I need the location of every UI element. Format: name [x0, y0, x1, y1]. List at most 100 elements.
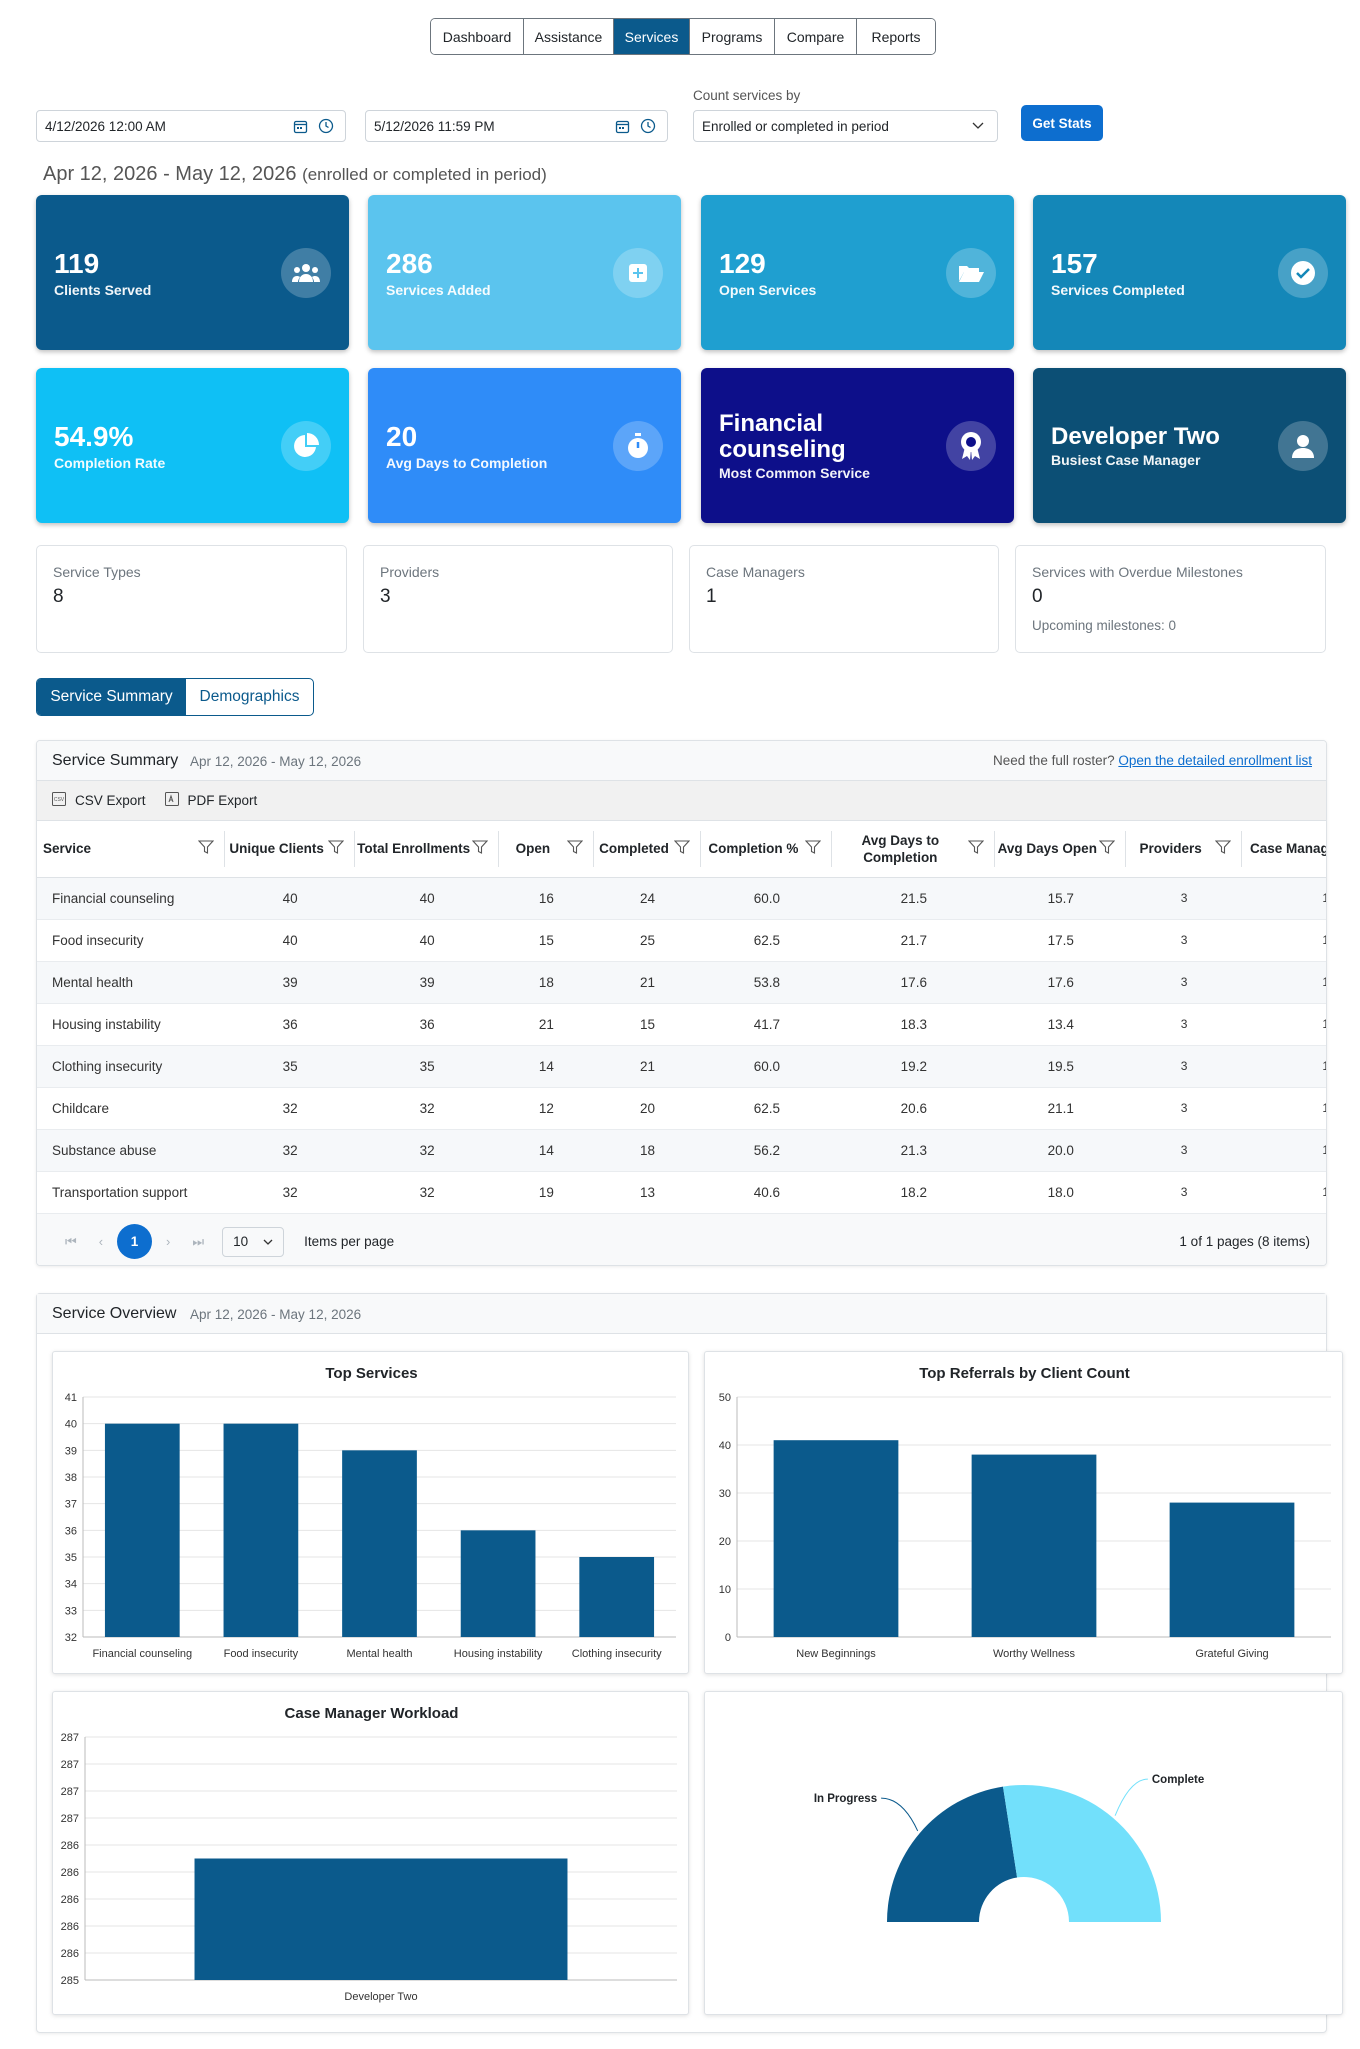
bar[interactable] [104, 1423, 180, 1637]
check-circle-icon [1278, 247, 1328, 298]
column-header[interactable]: Service [37, 821, 226, 878]
column-header[interactable]: Avg Days to Completion [832, 821, 996, 878]
tab-programs[interactable]: Programs [690, 19, 775, 54]
end-datetime-field[interactable]: 5/12/2026 11:59 PM [365, 110, 668, 142]
top-referrals-chart: Top Referrals by Client Count 0 10 20 30 40 50… [719, 1365, 1331, 1660]
table-cell: Food insecurity [37, 919, 226, 962]
table-row[interactable]: Financial counseling 40 40 16 24 60.0 21.5 15.7… [37, 877, 1326, 920]
toggle-service-summary[interactable]: Service Summary [37, 679, 186, 715]
stat-value: 3 [380, 586, 391, 607]
bar[interactable] [223, 1423, 299, 1637]
column-header[interactable]: Avg Days Open [995, 821, 1127, 878]
start-datetime-field[interactable]: 4/12/2026 12:00 AM [36, 110, 346, 142]
clock-icon[interactable] [637, 115, 659, 137]
donut-slice[interactable] [887, 1786, 1018, 1922]
table-cell: 62.5 [701, 1087, 833, 1130]
table-cell: Clothing insecurity [37, 1045, 226, 1088]
filter-icon[interactable] [674, 839, 691, 858]
bar[interactable] [1169, 1502, 1295, 1637]
table-cell: 1 [1242, 1087, 1326, 1130]
table-cell: 35 [355, 1045, 500, 1088]
table-cell: Substance abuse [37, 1129, 226, 1172]
tab-reports[interactable]: Reports [857, 19, 935, 54]
last-page-icon[interactable]: ⏭ [192, 1233, 205, 1249]
tab-assistance[interactable]: Assistance [524, 19, 614, 54]
donut-slice[interactable] [1002, 1785, 1161, 1922]
tab-dashboard[interactable]: Dashboard [431, 19, 524, 54]
csv-export-button[interactable]: CSV CSV Export [51, 791, 146, 810]
filter-icon[interactable] [1214, 839, 1232, 858]
table-cell: 1 [1242, 1003, 1326, 1046]
filter-icon[interactable] [1098, 839, 1116, 858]
column-header[interactable]: Open [499, 821, 594, 878]
column-header[interactable]: Case Manage [1242, 821, 1326, 878]
column-header[interactable]: Providers [1126, 821, 1242, 878]
tab-compare[interactable]: Compare [775, 19, 857, 54]
filter-icon[interactable] [805, 839, 822, 858]
calendar-icon[interactable] [611, 115, 633, 137]
y-tick-label: 40 [719, 1440, 731, 1452]
bar[interactable] [460, 1530, 536, 1637]
column-header-label: Providers [1139, 841, 1202, 857]
table-row[interactable]: Transportation support 32 32 19 13 40.6 18.2 18… [37, 1171, 1326, 1214]
stat-subtext: Upcoming milestones: 0 [1032, 618, 1177, 633]
column-header-label: Avg Days Open [997, 841, 1097, 857]
bar[interactable] [342, 1450, 417, 1637]
table-row[interactable]: Clothing insecurity 35 35 14 21 60.0 19.2 19.5 3… [37, 1045, 1326, 1088]
column-header[interactable]: Completed [593, 821, 702, 878]
filter-icon[interactable] [471, 839, 489, 858]
kpi-value: Developer Two [1051, 422, 1220, 450]
tab-services[interactable]: Services [614, 19, 690, 54]
x-tick-label: Food insecurity [224, 1648, 299, 1660]
roster-link[interactable]: Open the detailed enrollment list [1118, 753, 1312, 768]
kpi-card-most-common-service: Financial counseling Most Common Service [701, 368, 1014, 523]
first-page-icon[interactable]: ⏮ [65, 1233, 77, 1249]
bar[interactable] [579, 1557, 655, 1637]
column-header[interactable]: Total Enrollments [355, 821, 500, 878]
calendar-icon[interactable] [289, 115, 311, 137]
bar[interactable] [971, 1454, 1097, 1637]
view-toggle: Service Summary Demographics [36, 678, 314, 716]
kpi-value: 157 [1051, 247, 1098, 279]
table-cell: 1 [1242, 1171, 1326, 1214]
service-summary-panel: Service Summary Apr 12, 2026 - May 12, 2… [36, 740, 1327, 1266]
table-row[interactable]: Housing instability 36 36 21 15 41.7 18.3 13.4 3… [37, 1003, 1326, 1046]
pdf-export-button[interactable]: PDF Export [164, 791, 257, 810]
filter-icon[interactable] [197, 839, 215, 858]
table-cell: 56.2 [701, 1129, 833, 1172]
next-page-icon[interactable]: › [166, 1234, 171, 1249]
y-tick-label: 20 [719, 1536, 731, 1548]
count-by-select[interactable]: Enrolled or completed in period [693, 110, 998, 142]
filter-icon[interactable] [327, 839, 345, 858]
column-header[interactable]: Unique Clients [225, 821, 356, 878]
pdf-file-icon [164, 791, 180, 810]
toggle-demographics[interactable]: Demographics [199, 688, 300, 705]
filter-icon[interactable] [566, 839, 583, 858]
table-cell: 20.0 [995, 1129, 1127, 1172]
get-stats-button[interactable]: Get Stats [1021, 105, 1103, 141]
bar[interactable] [773, 1440, 899, 1637]
table-cell: 18.3 [832, 1003, 996, 1046]
y-tick-label: 40 [65, 1419, 77, 1431]
chart-card-top-services: Top Services 32 33 34 35 36 37 38 39 40 41 Financia… [52, 1351, 689, 1674]
table-cell: 20 [593, 1087, 702, 1130]
bar[interactable] [194, 1858, 568, 1981]
table-cell: 17.5 [995, 919, 1127, 962]
prev-page-icon[interactable]: ‹ [98, 1234, 104, 1249]
clock-icon[interactable] [315, 115, 337, 137]
table-cell: 16 [499, 877, 594, 920]
column-header[interactable]: Completion % [701, 821, 833, 878]
page-button-current[interactable]: 1 [117, 1224, 153, 1259]
filter-icon[interactable] [968, 839, 985, 858]
table-cell: 1 [1242, 961, 1326, 1004]
page-size-select[interactable]: 10 [222, 1226, 285, 1257]
table-cell: 32 [225, 1129, 356, 1172]
pie-chart-icon [281, 420, 331, 471]
x-tick-label: Clothing insecurity [572, 1648, 662, 1660]
table-cell: 32 [355, 1171, 500, 1214]
y-tick-label: 32 [65, 1632, 77, 1644]
